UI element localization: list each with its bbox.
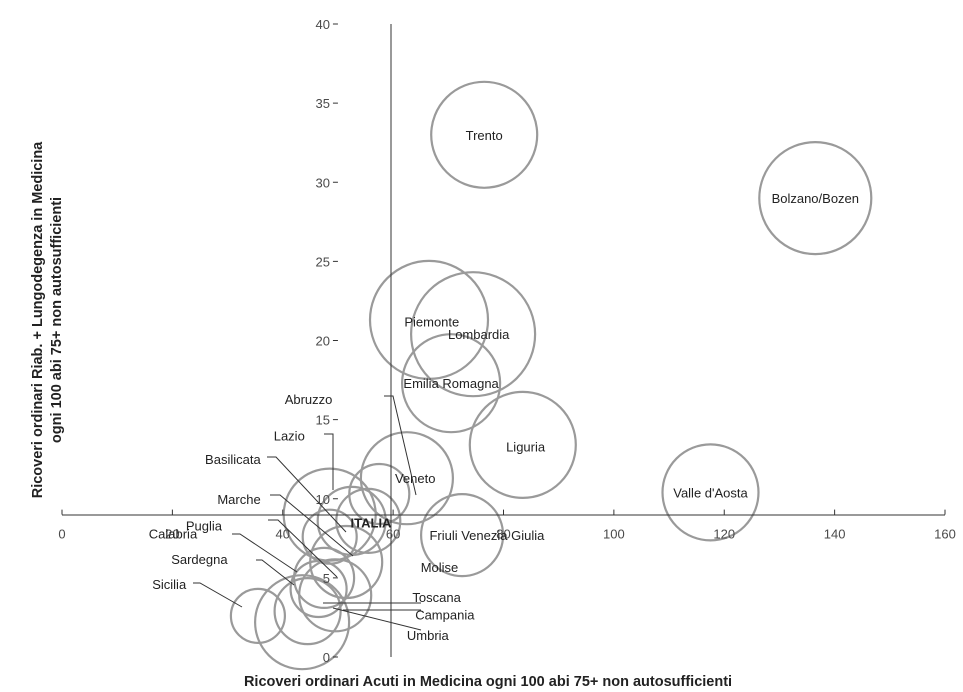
y-tick-label-25: 25	[315, 254, 329, 269]
bubble-calabria	[298, 558, 373, 633]
label-marche: Marche	[217, 492, 260, 507]
basilicata-leader	[267, 456, 347, 533]
label-valle-d-aosta: Valle d'Aosta	[673, 485, 748, 500]
bubble-bolzano-bozen	[758, 141, 873, 256]
bubble-trento	[430, 80, 539, 189]
x-tick-label-100: 100	[603, 527, 625, 542]
bubble-campania	[289, 559, 348, 619]
label-puglia: Puglia	[186, 519, 223, 534]
lazio-leader	[324, 433, 334, 490]
bubble-veneto	[359, 431, 454, 526]
y-tick-label-35: 35	[315, 96, 329, 111]
ticks-layer: 0 20 40 60 80 100 120 140 160 0 5 10 15 20 25 30 35 40	[58, 17, 955, 665]
bubble-emilia-romagna	[401, 333, 502, 434]
marche-leader	[270, 494, 354, 557]
bubble-sardegna	[254, 574, 351, 671]
bubble-sicilia	[229, 587, 286, 645]
y-axis-title-line-1: Ricoveri ordinari Riab. + Lungodegenza i…	[30, 141, 46, 498]
x-tick-label-40: 40	[276, 527, 290, 542]
label-lazio: Lazio	[274, 429, 305, 444]
y-tick-label-0: 0	[323, 650, 330, 665]
x-tick-label-60: 60	[386, 527, 400, 542]
label-basilicata: Basilicata	[205, 452, 261, 467]
puglia-leader	[268, 519, 338, 578]
abruzzo-leader	[384, 395, 417, 496]
label-emilia-romagna: Emilia Romagna	[403, 376, 499, 391]
y-tick-label-15: 15	[315, 413, 329, 428]
label-liguria: Liguria	[506, 440, 546, 455]
x-tick-label-0: 0	[58, 527, 65, 542]
y-tick-label-20: 20	[315, 334, 329, 349]
leader-lines-layer	[193, 395, 422, 631]
bubble-liguria	[468, 390, 577, 499]
y-tick-label-5: 5	[323, 571, 330, 586]
calabria-leader	[232, 533, 298, 573]
sicilia-leader	[193, 582, 243, 608]
x-tick-label-120: 120	[713, 527, 735, 542]
axis-titles: Ricoveri ordinari Acuti in Medicina ogni…	[30, 141, 732, 690]
label-lombardia: Lombardia	[448, 327, 510, 342]
x-tick-label-20: 20	[165, 527, 179, 542]
umbria-leader	[332, 607, 422, 631]
label-molise: Molise	[421, 560, 459, 575]
label-piemonte: Piemonte	[404, 315, 459, 330]
x-tick-label-80: 80	[496, 527, 510, 542]
y-tick-label-30: 30	[315, 175, 329, 190]
label-friuli-venezia-giulia: Friuli Venezia Giulia	[429, 528, 545, 543]
bubble-lombardia	[410, 271, 537, 398]
x-axis-title: Ricoveri ordinari Acuti in Medicina ogni…	[244, 674, 732, 690]
y-tick-label-10: 10	[315, 492, 329, 507]
label-sicilia: Sicilia	[152, 577, 187, 592]
label-italia: ITALIA	[351, 516, 393, 531]
bubble-valle-d-aosta	[661, 443, 760, 542]
bubble-umbria	[273, 576, 342, 646]
bubble-toscana	[293, 546, 356, 610]
label-calabria: Calabria	[149, 527, 198, 542]
label-veneto: Veneto	[395, 471, 436, 486]
label-sardegna: Sardegna	[171, 552, 228, 567]
label-toscana: Toscana	[412, 590, 461, 605]
x-tick-label-160: 160	[934, 527, 956, 542]
label-bolzano-bozen: Bolzano/Bozen	[772, 191, 859, 206]
bubble-friuli-venezia-giulia	[420, 492, 505, 578]
label-campania: Campania	[415, 607, 475, 622]
label-abruzzo: Abruzzo	[285, 392, 333, 407]
axes-layer	[62, 24, 945, 657]
sardegna-leader	[256, 559, 295, 586]
label-trento: Trento	[466, 128, 503, 143]
label-umbria: Umbria	[407, 628, 450, 643]
y-axis-title-line-2: ogni 100 abi 75+ non autosufficienti	[49, 197, 65, 443]
x-tick-label-140: 140	[824, 527, 846, 542]
y-tick-label-40: 40	[315, 17, 329, 32]
